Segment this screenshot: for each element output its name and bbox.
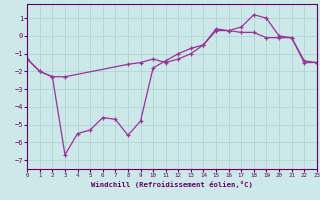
X-axis label: Windchill (Refroidissement éolien,°C): Windchill (Refroidissement éolien,°C) bbox=[91, 181, 253, 188]
